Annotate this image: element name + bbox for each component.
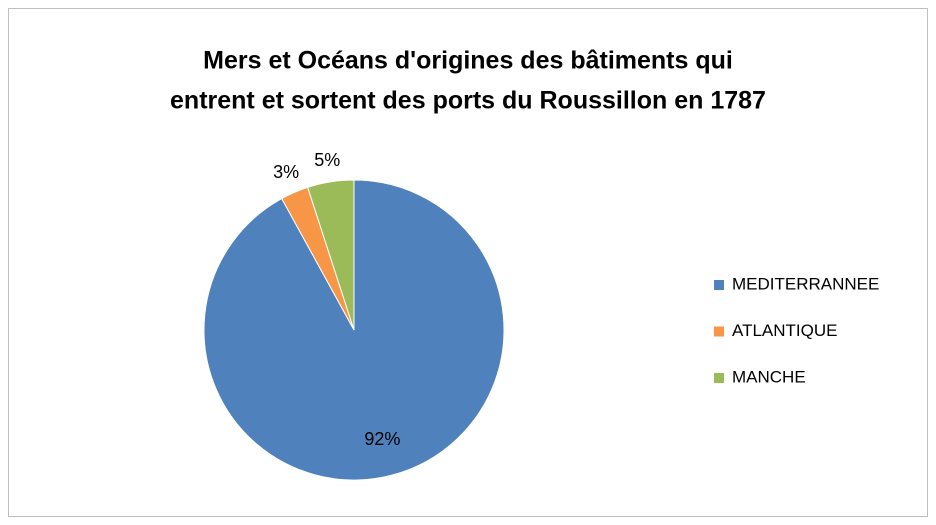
chart-title: Mers et Océans d'origines des bâtiments … [203,47,733,75]
legend-swatch [714,280,724,290]
legend-label: MEDITERRANNEE [732,274,879,293]
data-label: 3% [273,162,299,182]
legend-label: ATLANTIQUE [732,321,837,340]
data-label: 92% [364,429,400,449]
legend-swatch [714,326,724,337]
data-label: 5% [314,150,340,170]
legend-label: MANCHE [732,367,806,386]
legend-swatch [714,373,724,383]
chart-title: entrent et sortent des ports du Roussill… [170,87,766,115]
pie-slice [307,179,355,331]
